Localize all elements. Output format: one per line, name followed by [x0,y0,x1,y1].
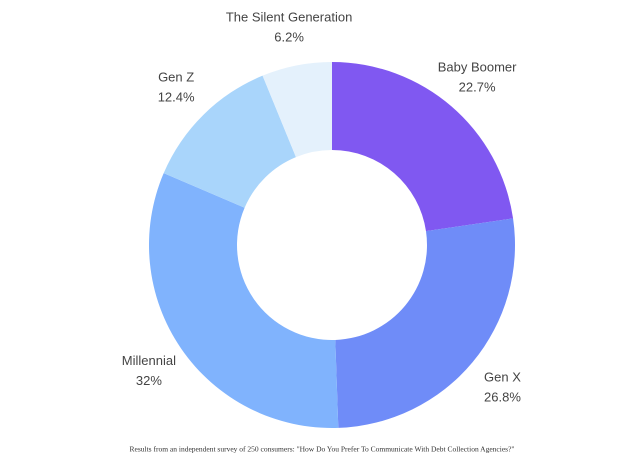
slice [335,218,515,428]
caption: Results from an independent survey of 25… [130,445,515,454]
slice-label: Gen Z [158,69,194,84]
slice-label: Millennial [122,353,176,368]
slice [163,75,296,208]
slice-label: Gen X [484,370,521,385]
slice [148,173,339,428]
slice [332,62,514,232]
value-label: 6.2% [274,30,304,45]
value-label: 22.7% [459,79,496,94]
value-label: 26.8% [484,390,521,405]
value-label: 32% [136,373,162,388]
slice [262,62,332,158]
slice-label: The Silent Generation [226,10,352,25]
value-label: 12.4% [158,89,195,104]
slice-label: Baby Boomer [438,59,517,74]
